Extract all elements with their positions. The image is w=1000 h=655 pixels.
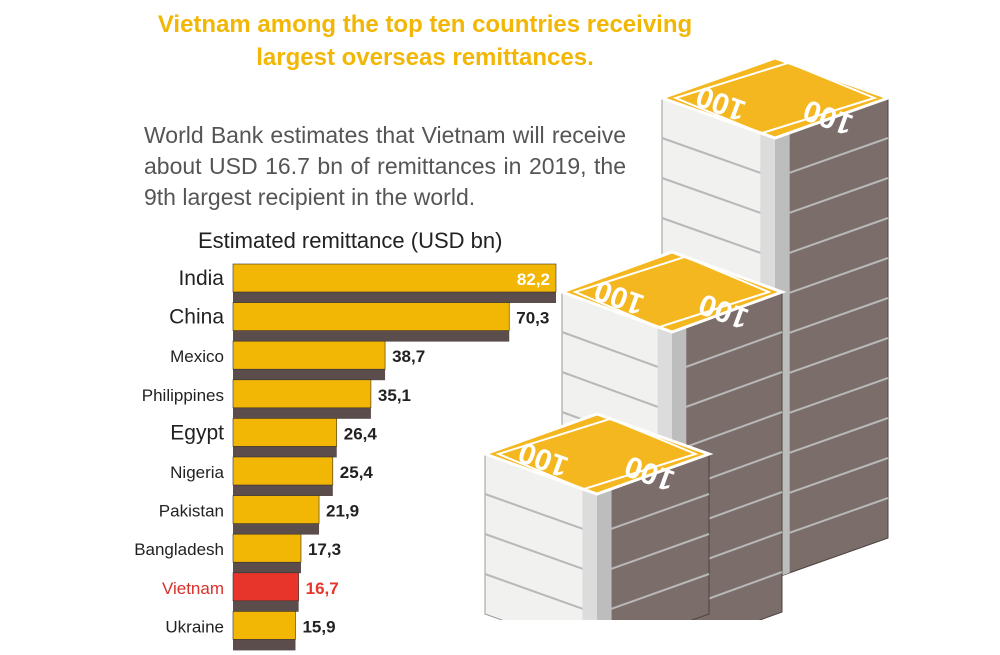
bar-philippines <box>232 379 372 409</box>
category-label-nigeria: Nigeria <box>170 463 224 482</box>
category-label-vietnam: Vietnam <box>162 579 224 598</box>
value-label-egypt: 26,4 <box>344 424 378 443</box>
value-label-bangladesh: 17,3 <box>308 540 341 559</box>
value-label-nigeria: 25,4 <box>340 463 374 482</box>
bar-ukraine <box>232 611 296 640</box>
category-label-egypt: Egypt <box>170 421 224 444</box>
bar-bangladesh <box>232 533 302 563</box>
category-label-mexico: Mexico <box>170 347 224 366</box>
value-label-mexico: 38,7 <box>392 347 425 366</box>
category-label-china: China <box>169 306 224 329</box>
chart-subtitle: World Bank estimates that Vietnam will r… <box>144 122 626 210</box>
bar-nigeria <box>232 456 334 486</box>
category-label-philippines: Philippines <box>142 386 224 405</box>
value-label-philippines: 35,1 <box>378 386 411 405</box>
value-label-vietnam: 16,7 <box>306 579 339 598</box>
value-label-ukraine: 15,9 <box>302 617 335 636</box>
category-label-india: India <box>178 267 224 290</box>
bar-vietnam <box>232 572 299 602</box>
value-label-china: 70,3 <box>516 309 549 328</box>
bar-china <box>232 302 510 331</box>
category-label-ukraine: Ukraine <box>165 617 224 636</box>
chart-axis-title: Estimated remittance (USD bn) <box>198 228 503 253</box>
bar-pakistan <box>232 495 320 524</box>
money-stack-front: 100 100 <box>480 412 714 620</box>
value-label-pakistan: 21,9 <box>326 502 359 521</box>
bar-mexico <box>232 340 386 370</box>
category-label-bangladesh: Bangladesh <box>134 540 224 559</box>
chart-title: Vietnam among the top ten countries rece… <box>157 11 693 71</box>
bar-india <box>232 263 557 293</box>
category-label-pakistan: Pakistan <box>159 502 224 521</box>
bar-chart: India 82,2 China 70,3 Mexico 38,7 Philippines 3… <box>134 263 557 651</box>
value-label-india: 82,2 <box>517 270 550 289</box>
bar-egypt <box>232 418 338 447</box>
